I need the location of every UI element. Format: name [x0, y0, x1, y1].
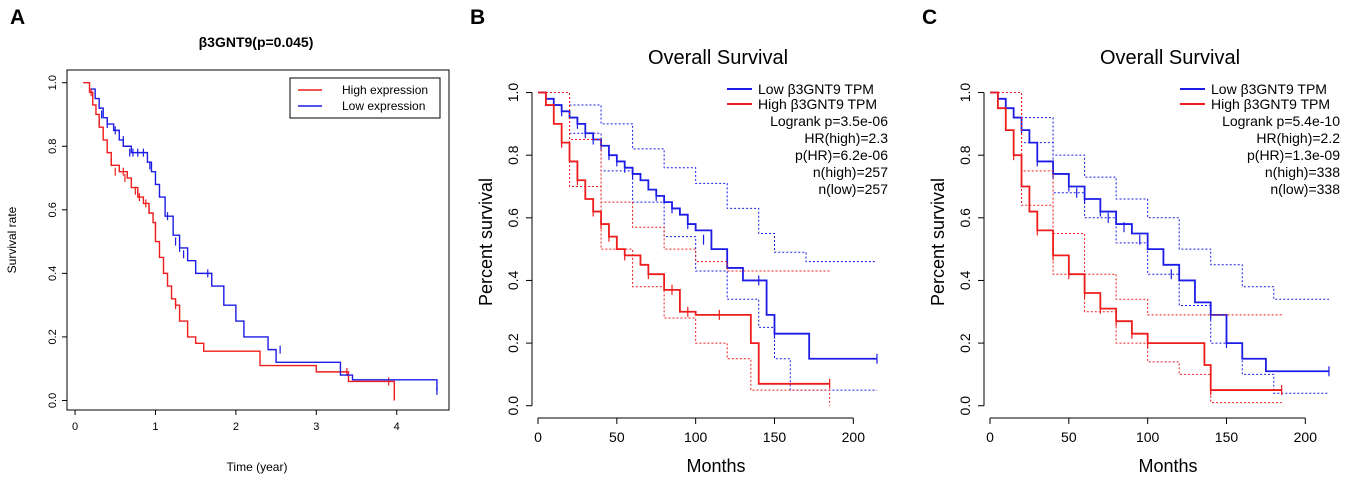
- x-tick-label-b: 50: [609, 429, 625, 445]
- x-tick-label-a: 0: [72, 421, 78, 433]
- legend-label-low-a: Low expression: [342, 99, 425, 113]
- stat-hr-b: HR(high)=2.3: [804, 130, 888, 146]
- y-tick-label-c: 0.4: [957, 271, 973, 291]
- legend-c: Low β3GNT9 TPM High β3GNT9 TPM Logrank p…: [1180, 81, 1340, 197]
- y-tick-label-a: 0.6: [47, 202, 59, 217]
- y-tick-label-b: 0.4: [505, 271, 521, 291]
- x-tick-label-b: 200: [842, 429, 866, 445]
- y-tick-label-b: 0.6: [505, 208, 521, 228]
- x-tick-label-c: 100: [1136, 429, 1160, 445]
- chart-title-a: β3GNT9(p=0.045): [199, 34, 314, 50]
- series-group-b: [538, 91, 878, 406]
- stat-nhigh-b: n(high)=257: [813, 164, 888, 180]
- x-tick-label-b: 100: [684, 429, 708, 445]
- y-tick-label-c: 0.2: [957, 333, 973, 353]
- stat-phr-c: p(HR)=1.3e-09: [1247, 147, 1340, 163]
- panel-label-b: B: [470, 6, 485, 29]
- stat-nlow-b: n(low)=257: [818, 181, 888, 197]
- panel-c: C Overall Survival 0 50 100 150 200 0.00.20.…: [922, 6, 1340, 476]
- chart-title-b: Overall Survival: [648, 47, 788, 69]
- plot-frame-a: [66, 69, 450, 411]
- y-tick-label-b: 0.0: [505, 396, 521, 416]
- y-tick-label-a: 1.0: [47, 75, 59, 90]
- y-axis-label-a: Survival rate: [5, 206, 19, 273]
- stat-hr-c: HR(high)=2.2: [1256, 130, 1340, 146]
- y-tick-label-c: 1.0: [957, 83, 973, 103]
- legend-label-low-c: Low β3GNT9 TPM: [1211, 81, 1327, 97]
- ci-lower-low-c: [990, 92, 1329, 394]
- series-group-c: [990, 91, 1330, 404]
- x-tick-label-a: 4: [394, 421, 400, 433]
- x-tick-label-b: 0: [534, 429, 542, 445]
- legend-b: Low β3GNT9 TPM High β3GNT9 TPM Logrank p…: [727, 81, 888, 197]
- x-tick-label-a: 3: [313, 421, 319, 433]
- y-tick-label-c: 0.8: [957, 145, 973, 165]
- survival-curve-low-a: [91, 88, 438, 391]
- y-tick-label-a: 0.4: [47, 266, 59, 281]
- legend-a: High expression Low expression: [289, 77, 441, 119]
- y-tick-label-b: 0.2: [505, 333, 521, 353]
- series-group-a: [83, 82, 438, 401]
- y-axis-a: 0.0 0.2 0.4 0.6 0.8 1.0: [47, 75, 67, 408]
- legend-label-low-b: Low β3GNT9 TPM: [758, 81, 874, 97]
- chart-title-c: Overall Survival: [1100, 47, 1240, 69]
- stat-logrank-b: Logrank p=3.5e-06: [770, 113, 888, 129]
- stat-logrank-c: Logrank p=5.4e-10: [1222, 113, 1340, 129]
- ci-lower-low-b: [538, 92, 877, 391]
- ci-upper-low-c: [990, 92, 1329, 300]
- x-axis-a: 0 1 2 3 4: [72, 410, 400, 433]
- panel-label-c: C: [922, 6, 937, 29]
- x-axis-label-c: Months: [1138, 456, 1197, 476]
- legend-label-high-c: High β3GNT9 TPM: [1211, 96, 1330, 112]
- y-tick-label-c: 0.6: [957, 208, 973, 228]
- legend-label-high-a: High expression: [342, 83, 428, 97]
- x-axis-b: 0 50 100 150 200: [534, 417, 866, 445]
- x-axis-label-a: Time (year): [227, 460, 288, 474]
- y-tick-label-a: 0.8: [47, 139, 59, 154]
- legend-label-high-b: High β3GNT9 TPM: [758, 96, 877, 112]
- survival-curve-high-b: [538, 91, 830, 385]
- legend-box-a: [289, 77, 441, 119]
- survival-curve-low-b: [538, 91, 877, 360]
- stat-nhigh-c: n(high)=338: [1265, 164, 1340, 180]
- x-axis-c: 0 50 100 150 200: [986, 417, 1318, 445]
- y-tick-label-c: 0.0: [957, 396, 973, 416]
- y-tick-label-b: 0.8: [505, 145, 521, 165]
- survival-curve-high-a: [83, 82, 396, 401]
- ci-upper-low-b: [538, 92, 877, 263]
- x-tick-label-c: 150: [1215, 429, 1239, 445]
- panel-label-a: A: [10, 6, 25, 29]
- x-tick-label-c: 200: [1294, 429, 1318, 445]
- y-axis-c: 0.0 0.2 0.4 0.6 0.8 1.0: [957, 83, 985, 416]
- stat-nlow-c: n(low)=338: [1270, 181, 1340, 197]
- y-axis-label-c: Percent survival: [928, 178, 948, 306]
- ci-lower-high-c: [990, 92, 1282, 404]
- x-tick-label-b: 150: [763, 429, 787, 445]
- x-tick-label-c: 0: [986, 429, 994, 445]
- survival-curve-high-c: [990, 91, 1282, 391]
- ci-lower-high-b: [538, 92, 831, 406]
- x-tick-label-a: 2: [233, 421, 239, 433]
- x-axis-label-b: Months: [686, 456, 745, 476]
- y-axis-label-b: Percent survival: [476, 178, 496, 306]
- y-tick-label-a: 0.2: [47, 329, 59, 344]
- ci-upper-high-b: [538, 92, 830, 272]
- panel-a: A β3GNT9(p=0.045) 0 1 2 3 4 0.0 0.2 0.4 0.6 0.8 1…: [5, 6, 450, 474]
- y-tick-label-b: 1.0: [505, 83, 521, 103]
- stat-phr-b: p(HR)=6.2e-06: [795, 147, 888, 163]
- y-axis-b: 0.0 0.2 0.4 0.6 0.8 1.0: [505, 83, 533, 416]
- y-tick-label-a: 0.0: [47, 393, 59, 408]
- panel-b: B Overall Survival 0 50 100 150 200 0.00.20.…: [470, 6, 888, 476]
- x-tick-label-a: 1: [152, 421, 158, 433]
- x-tick-label-c: 50: [1061, 429, 1077, 445]
